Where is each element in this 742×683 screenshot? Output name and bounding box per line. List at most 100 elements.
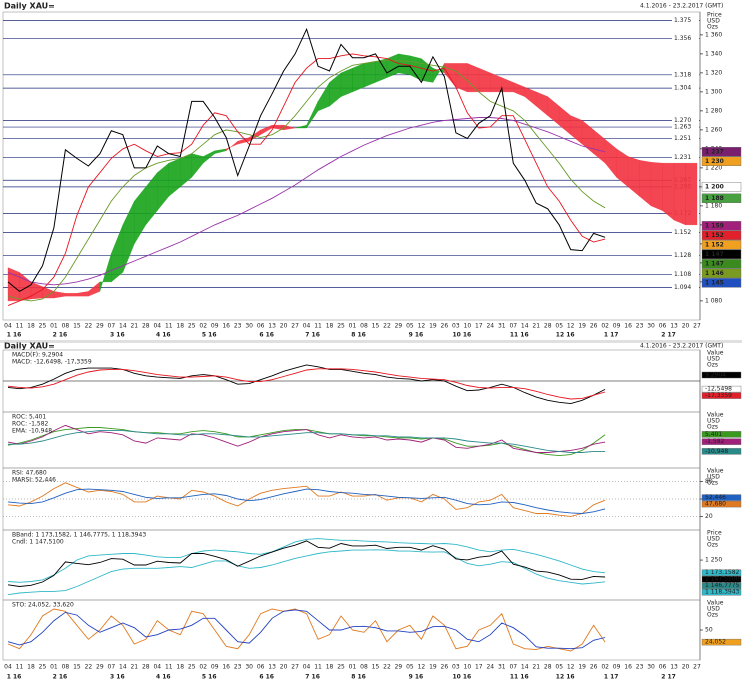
y-tick-label: 1 280 <box>705 107 722 114</box>
value-tag <box>701 638 742 646</box>
value-tag <box>701 230 742 241</box>
level-label-bg <box>672 284 699 291</box>
x-tick-label: 02 <box>601 323 609 330</box>
x-tick-label: 04 <box>303 323 311 330</box>
x-month-label: 5 16 <box>202 674 217 681</box>
series-line <box>7 488 606 514</box>
value-tag <box>701 385 742 393</box>
y-tick-label: 1 320 <box>705 69 722 76</box>
x-tick-label: 13 <box>670 323 678 330</box>
x-tick-label: 09 <box>613 664 621 671</box>
x-month-label: 9 16 <box>409 674 424 681</box>
value-tag <box>701 494 742 501</box>
x-tick-label: 11 <box>165 323 173 330</box>
x-tick-label: 26 <box>590 664 598 671</box>
series-line <box>7 482 606 517</box>
x-month-label: 12 16 <box>556 332 575 339</box>
level-label: 1.356 <box>674 35 691 42</box>
level-label: 1.128 <box>674 252 691 259</box>
x-tick-label: 18 <box>176 664 184 671</box>
x-tick-label: 26 <box>590 323 598 330</box>
axis-header: Value <box>707 412 724 419</box>
window-divider <box>0 340 742 343</box>
value-tag <box>701 500 742 508</box>
x-tick-label: 12 <box>418 664 426 671</box>
value-tag <box>701 278 742 288</box>
level-label: 1.375 <box>674 17 691 24</box>
level-label-bg <box>672 252 699 259</box>
x-tick-label: 29 <box>395 664 403 671</box>
x-tick-label: 02 <box>199 664 207 671</box>
value-tag-label: 24,052 <box>705 639 726 646</box>
x-tick-label: 19 <box>429 323 437 330</box>
cloud-segment <box>650 162 663 211</box>
x-tick-label: 24 <box>486 323 494 330</box>
legend-entry: BBand: 1 173,1582, 1 146,7775, 1 118,394… <box>12 532 146 539</box>
x-tick-label: 11 <box>16 664 24 671</box>
x-tick-label: 14 <box>521 664 529 671</box>
x-tick-label: 22 <box>383 323 391 330</box>
x-tick-label: 18 <box>27 323 35 330</box>
x-month-label: 9 16 <box>409 332 424 339</box>
x-tick-label: 14 <box>521 323 529 330</box>
axis-header: USD <box>707 418 720 425</box>
x-tick-label: 27 <box>291 664 299 671</box>
legend-entry: ROC: 5,401 <box>12 414 46 421</box>
y-tick-label: 80 <box>705 478 713 485</box>
x-tick-label: 23 <box>636 323 644 330</box>
value-tag-label: 1 146,7775 <box>705 582 740 589</box>
x-tick-label: 09 <box>211 323 219 330</box>
x-tick-label: 14 <box>119 323 127 330</box>
x-tick-label: 01 <box>349 323 357 330</box>
x-month-label: 1 16 <box>7 674 22 681</box>
y-tick-label: 1 260 <box>705 126 722 133</box>
axis-header: Value <box>707 350 724 357</box>
series-line <box>7 117 606 286</box>
y-tick-label: 50 <box>705 627 713 634</box>
series-line <box>7 424 606 453</box>
x-tick-label: 28 <box>142 323 150 330</box>
series-line <box>7 60 606 302</box>
value-tag-label: -17,3359 <box>705 392 732 399</box>
x-month-label: 5 16 <box>202 332 217 339</box>
x-tick-label: 08 <box>62 664 70 671</box>
axis-header: Ozs <box>707 362 718 369</box>
value-tag <box>701 569 742 576</box>
x-tick-label: 21 <box>532 664 540 671</box>
x-tick-label: 19 <box>578 323 586 330</box>
value-tag-label: 1 152 <box>705 232 724 239</box>
x-tick-label: 16 <box>222 664 230 671</box>
x-tick-label: 21 <box>532 323 540 330</box>
value-tag-label: 9,2904 <box>705 372 726 379</box>
x-tick-label: 18 <box>176 323 184 330</box>
axis-header: USD <box>707 606 720 613</box>
x-month-label: 2 16 <box>53 332 68 339</box>
value-tag <box>701 431 742 438</box>
x-tick-label: 06 <box>257 323 265 330</box>
value-tag-label: 1 147,5100 <box>705 576 740 583</box>
legend-entry: RSI: 47,680 <box>12 470 47 477</box>
x-month-label: 1 16 <box>7 332 22 339</box>
x-tick-label: 21 <box>130 664 138 671</box>
chart-subtitle: 4.1.2016 - 23.2.2017 (GMT) <box>640 3 723 10</box>
value-tag <box>701 576 742 583</box>
x-tick-label: 11 <box>165 664 173 671</box>
x-month-label: 2 16 <box>53 674 68 681</box>
value-tag <box>701 259 742 269</box>
level-label-bg <box>672 229 699 236</box>
cloud-segment <box>467 63 479 93</box>
x-tick-label: 13 <box>670 664 678 671</box>
value-tag-label: 1 200 <box>705 183 724 190</box>
level-label: 1.318 <box>674 71 691 78</box>
x-month-label: 2 17 <box>661 674 676 681</box>
x-tick-label: 29 <box>96 323 104 330</box>
legend-entry: MACD: -12,6498, -17,3359 <box>12 359 92 366</box>
x-tick-label: 03 <box>452 323 460 330</box>
value-tag <box>701 438 742 445</box>
x-tick-label: 13 <box>268 323 276 330</box>
chart-title: Daily XAU= <box>4 342 55 351</box>
cloud-segment <box>352 63 365 93</box>
x-month-label: 11 16 <box>510 332 529 339</box>
legend-entry: Cndl: 1 147,5100 <box>12 539 64 546</box>
